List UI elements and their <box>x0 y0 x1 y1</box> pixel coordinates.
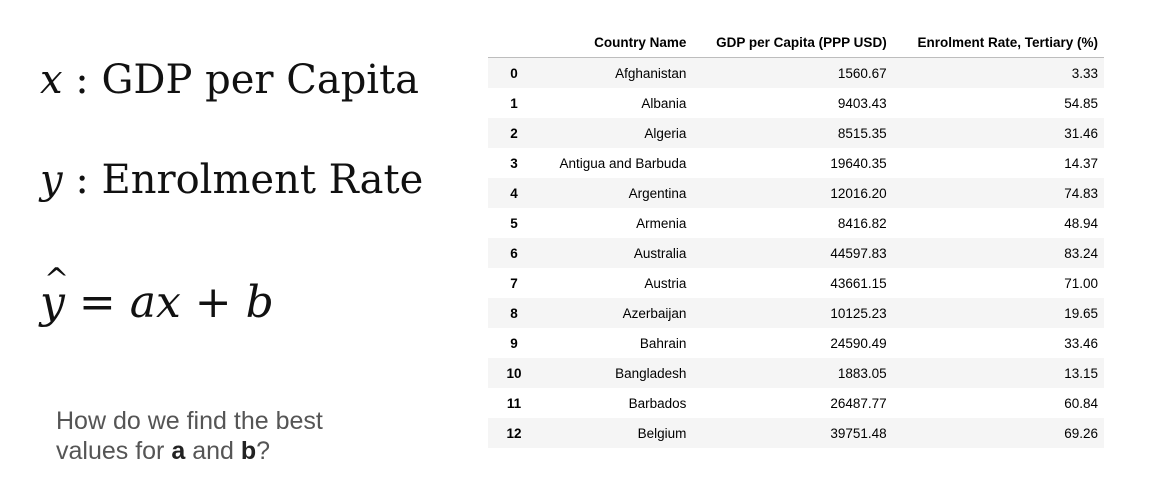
table-row: 12 Belgium 39751.48 69.26 <box>488 418 1104 448</box>
table-row: 7 Austria 43661.15 71.00 <box>488 268 1104 298</box>
row-index: 9 <box>510 335 518 351</box>
question-text: How do we find the best values for a and … <box>56 406 436 466</box>
question-bold-b: b <box>240 437 257 465</box>
intercept-b: b <box>245 277 274 328</box>
enrolment-cell: 31.46 <box>1064 125 1098 141</box>
country-name-cell: Armenia <box>636 215 687 231</box>
gdp-cell: 8416.82 <box>837 215 887 231</box>
table-row: 2 Algeria 8515.35 31.46 <box>488 118 1104 148</box>
question-line-2-start: values for <box>56 437 172 465</box>
table-header-row: Country Name GDP per Capita (PPP USD) En… <box>488 30 1104 58</box>
question-and: and <box>185 437 241 465</box>
country-name-cell: Belgium <box>637 425 687 441</box>
row-index: 7 <box>510 275 518 291</box>
table-row: 8 Azerbaijan 10125.23 19.65 <box>488 298 1104 328</box>
enrolment-cell: 33.46 <box>1064 335 1098 351</box>
plus-sign: + <box>180 277 246 328</box>
country-name-cell: Antigua and Barbuda <box>559 155 687 171</box>
gdp-cell: 19640.35 <box>830 155 887 171</box>
row-index: 5 <box>510 215 518 231</box>
gdp-cell: 43661.15 <box>830 275 887 291</box>
variable-y-hat: y <box>40 265 69 325</box>
gdp-cell: 1883.05 <box>837 365 887 381</box>
question-line-1: How do we find the best <box>56 407 323 435</box>
row-index: 6 <box>510 245 518 261</box>
enrolment-cell: 74.83 <box>1064 185 1098 201</box>
enrolment-cell: 19.65 <box>1064 305 1098 321</box>
country-name-cell: Barbados <box>628 395 687 411</box>
row-index: 3 <box>510 155 518 171</box>
question-mark: ? <box>256 437 271 465</box>
gdp-cell: 9403.43 <box>837 95 887 111</box>
row-index: 10 <box>506 365 522 381</box>
coefficient-a: a <box>129 277 156 328</box>
country-name-cell: Azerbaijan <box>622 305 687 321</box>
column-header-gdp-per-capita: GDP per Capita (PPP USD) <box>692 30 893 58</box>
table-row: 1 Albania 9403.43 54.85 <box>488 88 1104 118</box>
country-name-cell: Austria <box>644 275 687 291</box>
data-table: Country Name GDP per Capita (PPP USD) En… <box>488 30 1104 448</box>
row-index: 11 <box>506 395 522 411</box>
enrolment-cell: 69.26 <box>1064 425 1098 441</box>
y-definition-text: : Enrolment Rate <box>62 157 424 203</box>
table-row: 11 Barbados 26487.77 60.84 <box>488 388 1104 418</box>
column-header-index <box>488 30 540 58</box>
table-row: 4 Argentina 12016.20 74.83 <box>488 178 1104 208</box>
country-name-cell: Algeria <box>644 125 687 141</box>
country-name-cell: Argentina <box>628 185 687 201</box>
gdp-cell: 12016.20 <box>830 185 887 201</box>
gdp-cell: 1560.67 <box>837 65 887 81</box>
table-row: 9 Bahrain 24590.49 33.46 <box>488 328 1104 358</box>
column-header-enrolment-rate: Enrolment Rate, Tertiary (%) <box>892 30 1104 58</box>
variable-x-in-model: x <box>155 277 181 328</box>
enrolment-cell: 83.24 <box>1064 245 1098 261</box>
table-row: 6 Australia 44597.83 83.24 <box>488 238 1104 268</box>
country-name-cell: Albania <box>641 95 687 111</box>
enrolment-cell: 3.33 <box>1071 65 1098 81</box>
enrolment-cell: 13.15 <box>1064 365 1098 381</box>
equation-x-definition: x : GDP per Capita <box>40 60 419 100</box>
row-index: 8 <box>510 305 518 321</box>
table-header: Country Name GDP per Capita (PPP USD) En… <box>488 30 1104 58</box>
country-name-cell: Afghanistan <box>615 65 687 81</box>
gdp-cell: 26487.77 <box>830 395 887 411</box>
gdp-cell: 24590.49 <box>830 335 887 351</box>
row-index: 0 <box>510 65 518 81</box>
x-definition-text: : GDP per Capita <box>62 57 420 103</box>
equation-y-definition: y : Enrolment Rate <box>40 160 423 200</box>
gdp-cell: 10125.23 <box>830 305 887 321</box>
enrolment-cell: 14.37 <box>1064 155 1098 171</box>
table-row: 3 Antigua and Barbuda 19640.35 14.37 <box>488 148 1104 178</box>
variable-y: y <box>40 157 63 203</box>
country-name-cell: Bahrain <box>639 335 687 351</box>
equation-linear-model: y = ax + b <box>40 265 274 325</box>
gdp-cell: 44597.83 <box>830 245 887 261</box>
country-name-cell: Bangladesh <box>615 365 687 381</box>
row-index: 12 <box>506 425 522 441</box>
variable-x: x <box>40 57 63 103</box>
enrolment-cell: 48.94 <box>1064 215 1098 231</box>
country-name-cell: Australia <box>633 245 687 261</box>
equals-sign: = <box>64 277 130 328</box>
enrolment-cell: 54.85 <box>1064 95 1098 111</box>
row-index: 2 <box>510 125 518 141</box>
row-index: 4 <box>510 185 518 201</box>
gdp-cell: 8515.35 <box>837 125 887 141</box>
gdp-cell: 39751.48 <box>830 425 887 441</box>
column-header-country-name: Country Name <box>540 30 693 58</box>
question-bold-a: a <box>171 437 186 465</box>
table-row: 0 Afghanistan 1560.67 3.33 <box>488 57 1104 88</box>
table-row: 5 Armenia 8416.82 48.94 <box>488 208 1104 238</box>
enrolment-cell: 71.00 <box>1064 275 1098 291</box>
enrolment-cell: 60.84 <box>1064 395 1098 411</box>
table-body: 0 Afghanistan 1560.67 3.33 1 Albania 9403.43 54… <box>488 57 1104 448</box>
row-index: 1 <box>510 95 518 111</box>
table-row: 10 Bangladesh 1883.05 13.15 <box>488 358 1104 388</box>
